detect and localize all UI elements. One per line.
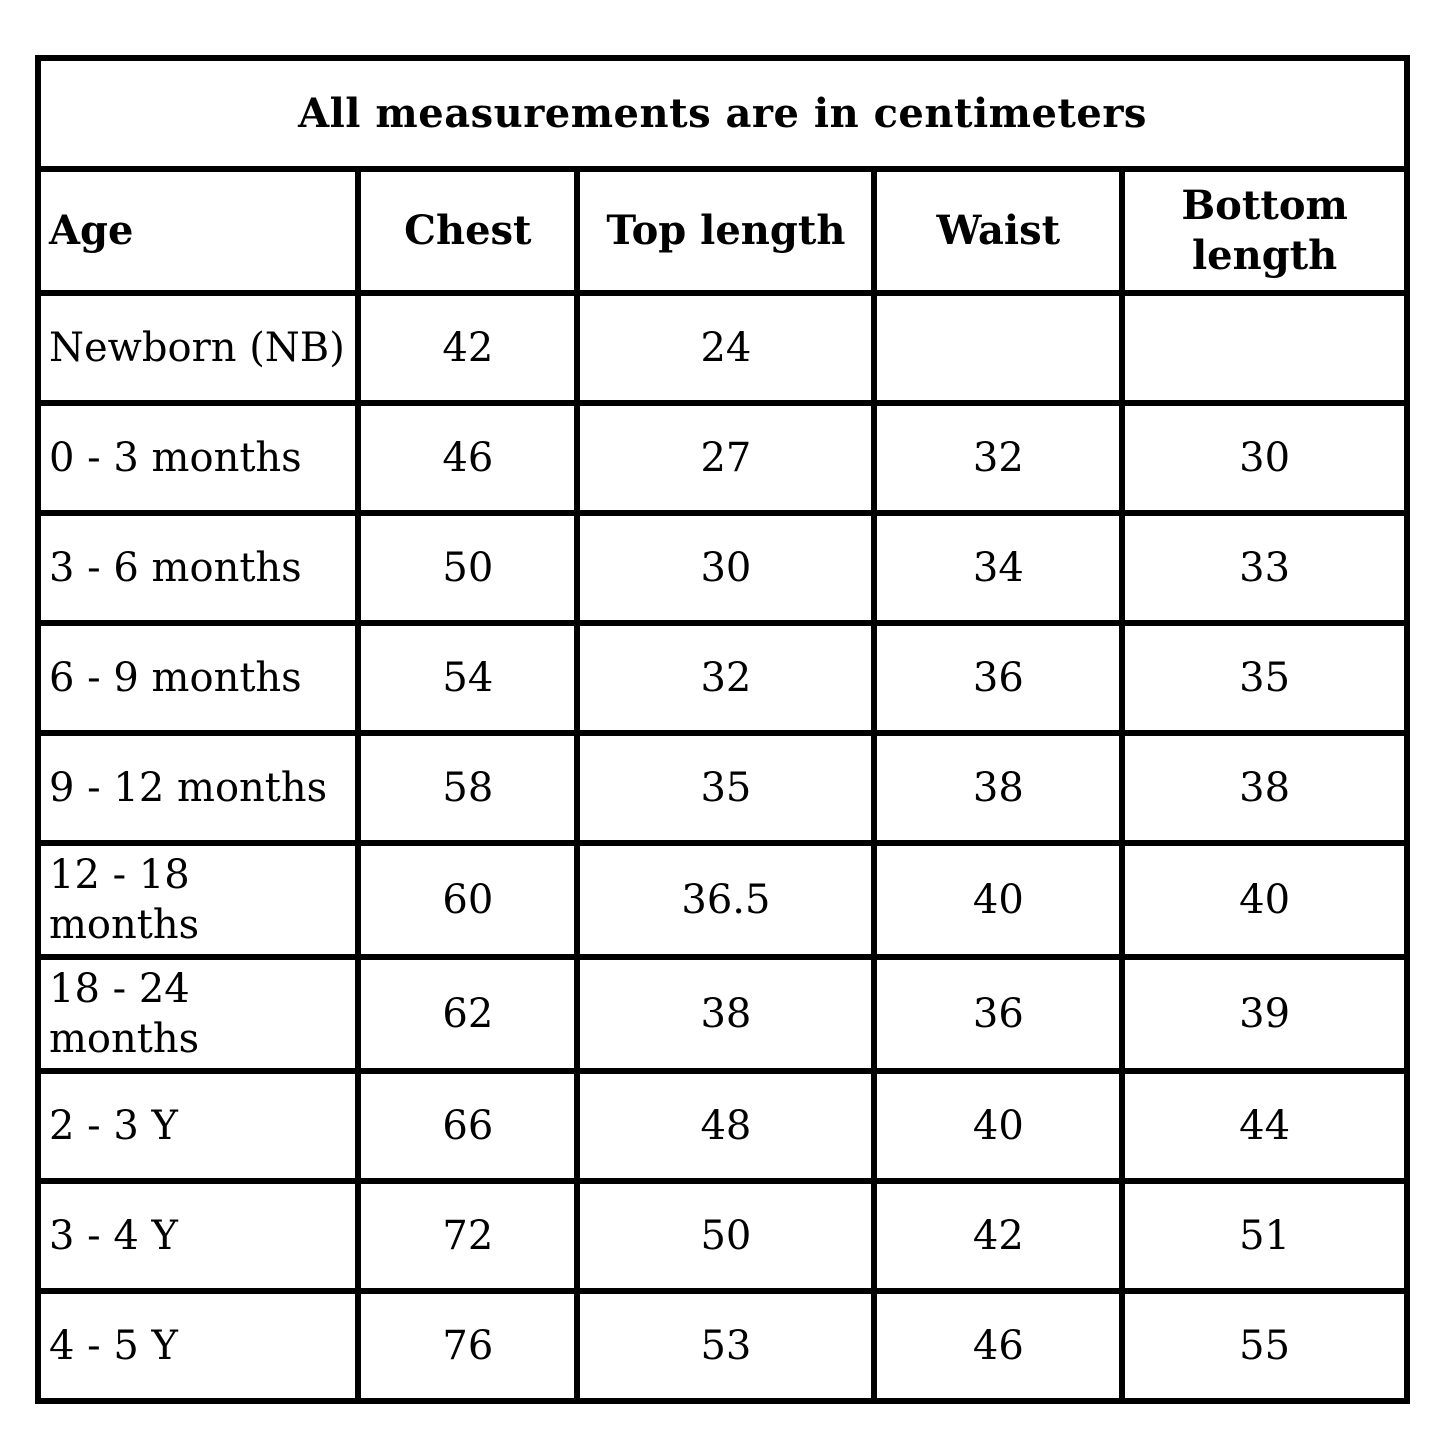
waist-cell: 34: [871, 510, 1126, 626]
chest-cell: 58: [355, 730, 581, 846]
table-row-3-6-months: 3 - 6 months 50 30 34 33: [34, 510, 1410, 626]
age-cell: 2 - 3 Y: [34, 1068, 362, 1184]
top-length-cell: 30: [574, 510, 878, 626]
top-length-cell: 48: [574, 1068, 878, 1184]
column-header-chest: Chest: [355, 166, 581, 296]
bottom-length-cell: 55: [1119, 1288, 1410, 1404]
waist-cell: 38: [871, 730, 1126, 846]
bottom-length-cell: 40: [1119, 840, 1410, 960]
column-header-age: Age: [34, 166, 362, 296]
top-length-cell: 50: [574, 1178, 878, 1294]
waist-cell: 40: [871, 840, 1126, 960]
bottom-length-cell: 38: [1119, 730, 1410, 846]
age-cell: 12 - 18 months: [34, 840, 362, 960]
age-cell: 0 - 3 months: [34, 400, 362, 516]
chest-cell: 72: [355, 1178, 581, 1294]
table-row-2-3-y: 2 - 3 Y 66 48 40 44: [34, 1068, 1410, 1184]
chest-cell: 60: [355, 840, 581, 960]
waist-cell: 36: [871, 954, 1126, 1074]
table-title-row: All measurements are in centimeters: [35, 55, 1410, 172]
waist-cell: 40: [871, 1068, 1126, 1184]
bottom-length-cell: 30: [1119, 400, 1410, 516]
column-header-waist: Waist: [871, 166, 1126, 296]
table-row-12-18-months: 12 - 18 months 60 36.5 40 40: [34, 840, 1410, 960]
waist-cell: 46: [871, 1288, 1126, 1404]
waist-cell: [871, 290, 1126, 406]
table-title: All measurements are in centimeters: [35, 55, 1410, 172]
age-cell: 9 - 12 months: [34, 730, 362, 846]
table-row-3-4-y: 3 - 4 Y 72 50 42 51: [34, 1178, 1410, 1294]
chest-cell: 50: [355, 510, 581, 626]
size-chart-table: All measurements are in centimeters Age …: [34, 55, 1410, 1404]
top-length-cell: 27: [574, 400, 878, 516]
chest-cell: 66: [355, 1068, 581, 1184]
column-header-top-length: Top length: [574, 166, 878, 296]
column-header-bottom-length: Bottom length: [1119, 166, 1410, 296]
top-length-cell: 35: [574, 730, 878, 846]
age-cell: 3 - 4 Y: [34, 1178, 362, 1294]
chest-cell: 76: [355, 1288, 581, 1404]
age-cell: 3 - 6 months: [34, 510, 362, 626]
table-header-row: Age Chest Top length Waist Bottom length: [34, 166, 1410, 296]
waist-cell: 42: [871, 1178, 1126, 1294]
waist-cell: 36: [871, 620, 1126, 736]
bottom-length-cell: 39: [1119, 954, 1410, 1074]
age-cell: 18 - 24 months: [34, 954, 362, 1074]
bottom-length-cell: 33: [1119, 510, 1410, 626]
top-length-cell: 24: [574, 290, 878, 406]
table-row-newborn: Newborn (NB) 42 24: [34, 290, 1410, 406]
bottom-length-cell: 35: [1119, 620, 1410, 736]
chest-cell: 54: [355, 620, 581, 736]
bottom-length-cell: 51: [1119, 1178, 1410, 1294]
table-row-6-9-months: 6 - 9 months 54 32 36 35: [34, 620, 1410, 736]
top-length-cell: 53: [574, 1288, 878, 1404]
chest-cell: 42: [355, 290, 581, 406]
table-row-0-3-months: 0 - 3 months 46 27 32 30: [34, 400, 1410, 516]
table-row-4-5-y: 4 - 5 Y 76 53 46 55: [34, 1288, 1410, 1404]
age-cell: 6 - 9 months: [34, 620, 362, 736]
table-row-18-24-months: 18 - 24 months 62 38 36 39: [34, 954, 1410, 1074]
chest-cell: 46: [355, 400, 581, 516]
age-cell: Newborn (NB): [34, 290, 362, 406]
chest-cell: 62: [355, 954, 581, 1074]
bottom-length-cell: [1119, 290, 1410, 406]
waist-cell: 32: [871, 400, 1126, 516]
age-cell: 4 - 5 Y: [34, 1288, 362, 1404]
table-row-9-12-months: 9 - 12 months 58 35 38 38: [34, 730, 1410, 846]
top-length-cell: 38: [574, 954, 878, 1074]
top-length-cell: 36.5: [574, 840, 878, 960]
top-length-cell: 32: [574, 620, 878, 736]
bottom-length-cell: 44: [1119, 1068, 1410, 1184]
